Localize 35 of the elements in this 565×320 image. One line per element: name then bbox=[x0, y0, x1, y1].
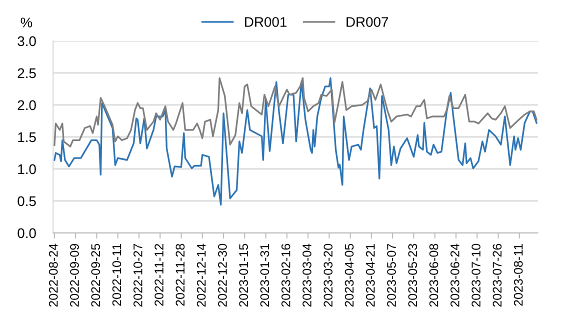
x-tick-label: 2022-12-14 bbox=[196, 244, 206, 307]
line-series bbox=[54, 77, 538, 148]
x-tick-label: 2022-10-27 bbox=[133, 244, 142, 307]
y-tick-label: 2.0 bbox=[18, 100, 36, 110]
x-tick-label: 2023-01-31 bbox=[260, 244, 270, 307]
x-tick-label: 2022-11-28 bbox=[176, 244, 185, 306]
legend-label: DR001 bbox=[245, 17, 286, 27]
y-tick-label: 1.5 bbox=[18, 132, 36, 142]
x-tick-label: 2023-05-07 bbox=[387, 244, 396, 307]
x-tick-label: 2022-10-11 bbox=[112, 244, 122, 306]
x-tick-label: 2022-09-09 bbox=[70, 244, 79, 307]
y-tick-label: 3.0 bbox=[18, 36, 36, 46]
x-tick-label: 2023-06-24 bbox=[450, 244, 460, 307]
y-tick-label: 1.0 bbox=[18, 164, 36, 174]
x-tick-label: 2023-04-05 bbox=[344, 244, 354, 307]
y-tick-label: 2.5 bbox=[18, 68, 36, 78]
legend-label: DR007 bbox=[346, 17, 388, 27]
y-tick-label: 0.0 bbox=[18, 228, 36, 238]
x-tick-label: 2023-05-23 bbox=[408, 244, 418, 307]
x-tick-label: 2023-02-16 bbox=[281, 244, 290, 307]
x-tick-label: 2022-12-30 bbox=[218, 244, 227, 307]
x-tick-label: 2023-07-10 bbox=[472, 244, 480, 307]
x-tick-label: 2022-11-12 bbox=[154, 244, 164, 306]
line-series bbox=[54, 77, 538, 206]
x-tick-label: 2023-03-20 bbox=[324, 244, 333, 307]
x-tick-label: 2023-06-08 bbox=[429, 244, 438, 307]
x-tick-label: 2023-04-21 bbox=[366, 244, 375, 307]
x-tick-label: 2023-08-11 bbox=[514, 244, 523, 306]
x-tick-label: 2022-09-25 bbox=[91, 244, 100, 307]
x-tick-label: 2022-08-24 bbox=[48, 244, 58, 307]
y-axis-title: % bbox=[20, 18, 32, 28]
y-tick-label: 0.5 bbox=[18, 196, 36, 206]
x-tick-label: 2023-07-26 bbox=[492, 244, 502, 307]
x-tick-label: 2023-01-15 bbox=[239, 244, 248, 307]
x-tick-label: 2023-03-04 bbox=[302, 244, 312, 307]
